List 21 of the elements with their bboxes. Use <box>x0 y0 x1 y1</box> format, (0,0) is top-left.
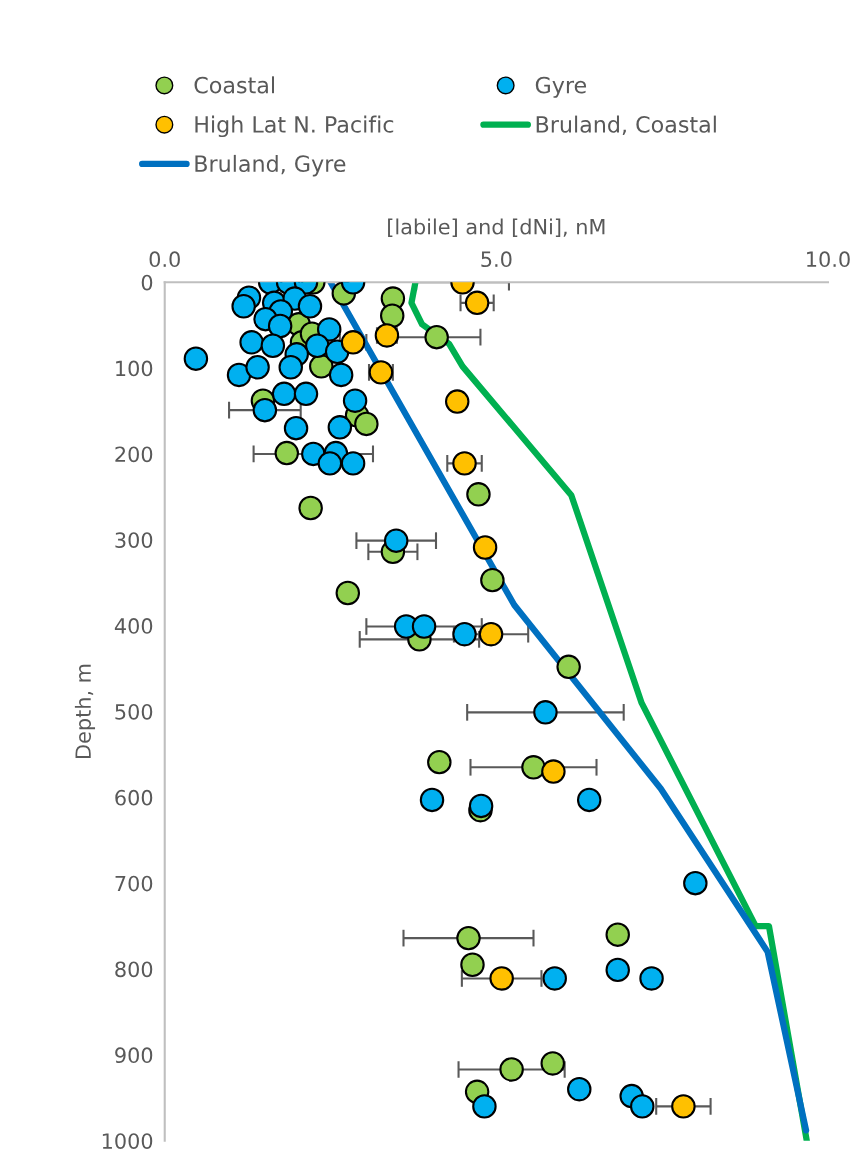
y-axis-title: Depth, m <box>74 664 96 758</box>
y-tick-label: 300 <box>115 532 153 548</box>
y-tick-label: 100 <box>116 360 153 377</box>
y-tick-label: 200 <box>115 446 153 463</box>
legend-label: Bruland, Gyre <box>195 154 346 177</box>
y-tick-label: 600 <box>115 789 153 806</box>
x-tick-label: 5.0 <box>481 251 512 268</box>
y-tick-label: 400 <box>114 618 153 634</box>
x-tick-label: 0.0 <box>149 251 180 268</box>
y-tick-label: 0 <box>141 274 153 291</box>
legend-label: Gyre <box>535 76 587 98</box>
y-tick-label: 1000 <box>102 1133 153 1149</box>
x-tick-label: 10.0 <box>807 251 850 268</box>
y-tick-label: 900 <box>115 1047 153 1064</box>
legend-label: Bruland, Coastal <box>536 115 716 136</box>
y-tick-label: 700 <box>115 875 153 892</box>
legend-label: High Lat N. Pacific <box>195 115 394 138</box>
y-tick-label: 500 <box>115 703 153 720</box>
legend-label: Coastal <box>194 76 274 94</box>
y-tick-label: 800 <box>115 961 153 978</box>
x-axis-title: [labile] and [dNi], nM <box>388 218 605 238</box>
